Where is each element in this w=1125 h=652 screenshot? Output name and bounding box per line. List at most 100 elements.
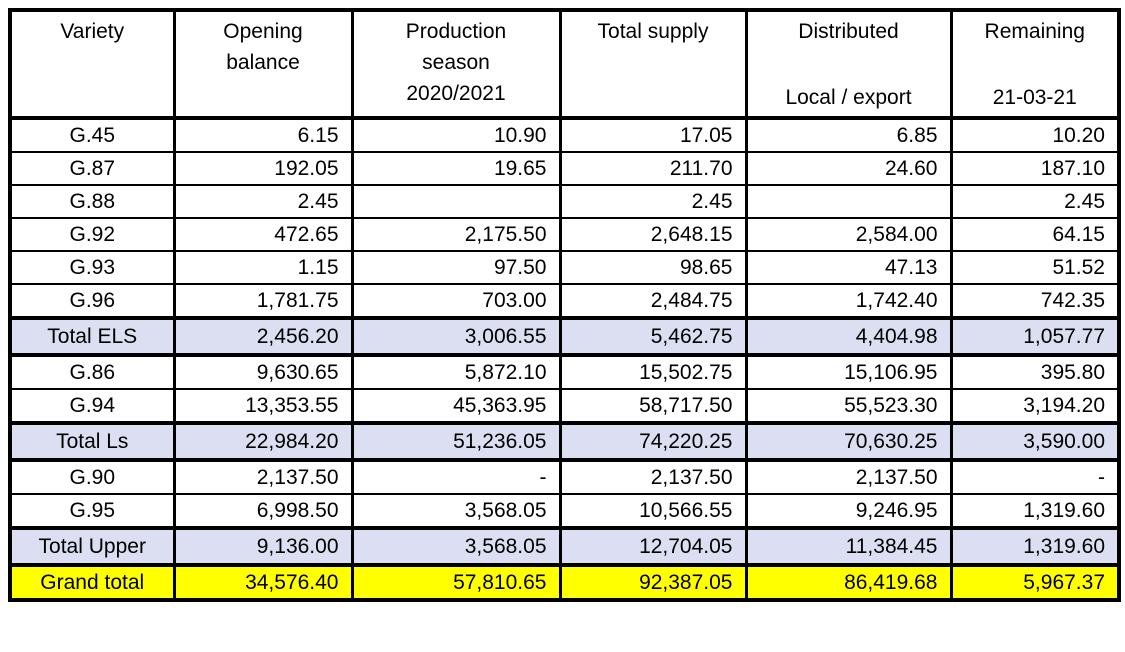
value-cell: 6,998.50 [172,493,354,529]
value-cell: 45,363.95 [350,388,562,424]
value-cell: 6.85 [744,117,953,153]
value-cell: 9,136.00 [172,526,354,567]
value-cell [350,184,562,219]
variety-cell: G.86 [8,354,176,390]
table-row: G.87 192.05 19.65 211.70 24.60 187.10 [8,151,1121,186]
value-cell: - [350,459,562,495]
value-cell: 2,584.00 [744,217,953,252]
value-cell: 742.35 [949,283,1121,319]
value-cell: 98.65 [558,250,748,285]
value-cell: 57,810.65 [350,563,562,601]
table-row: G.93 1.15 97.50 98.65 47.13 51.52 [8,250,1121,285]
value-cell: 9,630.65 [172,354,354,390]
value-cell: 3,194.20 [949,388,1121,424]
column-header-label: Production season 2020/2021 [405,20,507,105]
value-cell: 2,137.50 [744,459,953,495]
value-cell: 64.15 [949,217,1121,252]
document-page: Variety Opening balance Production seaso… [8,8,1121,602]
column-header-label: Remaining [984,20,1085,43]
table-row: G.45 6.15 10.90 17.05 6.85 10.20 [8,117,1121,153]
subtotal-row: Total ELS 2,456.20 3,006.55 5,462.75 4,404.9… [8,316,1121,357]
value-cell: 3,590.00 [949,421,1121,462]
variety-cell: G.92 [8,217,176,252]
value-cell: 5,872.10 [350,354,562,390]
value-cell: 703.00 [350,283,562,319]
variety-cell: G.88 [8,184,176,219]
column-header-production-season: Production season 2020/2021 [350,10,562,120]
value-cell: 13,353.55 [172,388,354,424]
value-cell: 9,246.95 [744,493,953,529]
value-cell: 24.60 [744,151,953,186]
value-cell: 192.05 [172,151,354,186]
value-cell: 2,484.75 [558,283,748,319]
value-cell: 22,984.20 [172,421,354,462]
table-row: G.94 13,353.55 45,363.95 58,717.50 55,523.30… [8,388,1121,424]
value-cell: 5,967.37 [949,563,1121,601]
value-cell: 70,630.25 [744,421,953,462]
variety-cell: G.87 [8,151,176,186]
variety-cell: G.45 [8,117,176,153]
value-cell: 2,175.50 [350,217,562,252]
value-cell: 2,137.50 [172,459,354,495]
value-cell: 51,236.05 [350,421,562,462]
value-cell: 74,220.25 [558,421,748,462]
variety-cell: Total Ls [8,421,176,462]
header-row: Variety Opening balance Production seaso… [8,10,1121,120]
value-cell: 3,568.05 [350,493,562,529]
variety-cell: G.95 [8,493,176,529]
table-row: G.95 6,998.50 3,568.05 10,566.55 9,246.95 1,3… [8,493,1121,529]
value-cell: 19.65 [350,151,562,186]
supply-table: Variety Opening balance Production seaso… [8,8,1121,602]
grand-total-row: Grand total 34,576.40 57,810.65 92,387.05 86… [8,563,1121,601]
value-cell: 2.45 [949,184,1121,219]
value-cell: 2,648.15 [558,217,748,252]
value-cell [744,184,953,219]
column-header-opening-balance: Opening balance [172,10,354,120]
value-cell: 211.70 [558,151,748,186]
value-cell: 97.50 [350,250,562,285]
column-header-variety: Variety [8,10,176,120]
value-cell: 15,106.95 [744,354,953,390]
table-row: G.90 2,137.50-2,137.50 2,137.50- [8,459,1121,495]
value-cell: 10.90 [350,117,562,153]
subtotal-row: Total Upper 9,136.00 3,568.05 12,704.05 11,3… [8,526,1121,567]
column-header-total-supply: Total supply [558,10,748,120]
variety-cell: G.94 [8,388,176,424]
value-cell: 55,523.30 [744,388,953,424]
value-cell: 395.80 [949,354,1121,390]
column-header-label: Variety [60,20,125,43]
value-cell: 47.13 [744,250,953,285]
column-header-label: Total supply [597,20,709,43]
value-cell: 3,568.05 [350,526,562,567]
variety-cell: G.90 [8,459,176,495]
value-cell: 1,319.60 [949,526,1121,567]
value-cell: 15,502.75 [558,354,748,390]
value-cell: 2,456.20 [172,316,354,357]
table-body: G.45 6.15 10.90 17.05 6.85 10.20 G.87 192.05 19.… [8,117,1121,601]
value-cell: 1,057.77 [949,316,1121,357]
value-cell: 34,576.40 [172,563,354,601]
value-cell: 10.20 [949,117,1121,153]
column-header-remaining: Remaining 21-03-21 [949,10,1121,120]
value-cell: 1.15 [172,250,354,285]
subtotal-row: Total Ls 22,984.20 51,236.05 74,220.25 70,63… [8,421,1121,462]
variety-cell: G.93 [8,250,176,285]
value-cell: 1,319.60 [949,493,1121,529]
value-cell: 4,404.98 [744,316,953,357]
column-header-label: Distributed [798,20,899,43]
variety-cell: Total Upper [8,526,176,567]
value-cell: 2,137.50 [558,459,748,495]
value-cell: - [949,459,1121,495]
value-cell: 5,462.75 [558,316,748,357]
value-cell: 2.45 [558,184,748,219]
value-cell: 51.52 [949,250,1121,285]
value-cell: 58,717.50 [558,388,748,424]
variety-cell: G.96 [8,283,176,319]
value-cell: 1,781.75 [172,283,354,319]
table-row: G.86 9,630.65 5,872.10 15,502.75 15,106.95 39… [8,354,1121,390]
value-cell: 86,419.68 [744,563,953,601]
value-cell: 92,387.05 [558,563,748,601]
value-cell: 472.65 [172,217,354,252]
column-header-label: Opening balance [223,20,303,74]
table-row: G.96 1,781.75 703.00 2,484.75 1,742.40 742.35 [8,283,1121,319]
